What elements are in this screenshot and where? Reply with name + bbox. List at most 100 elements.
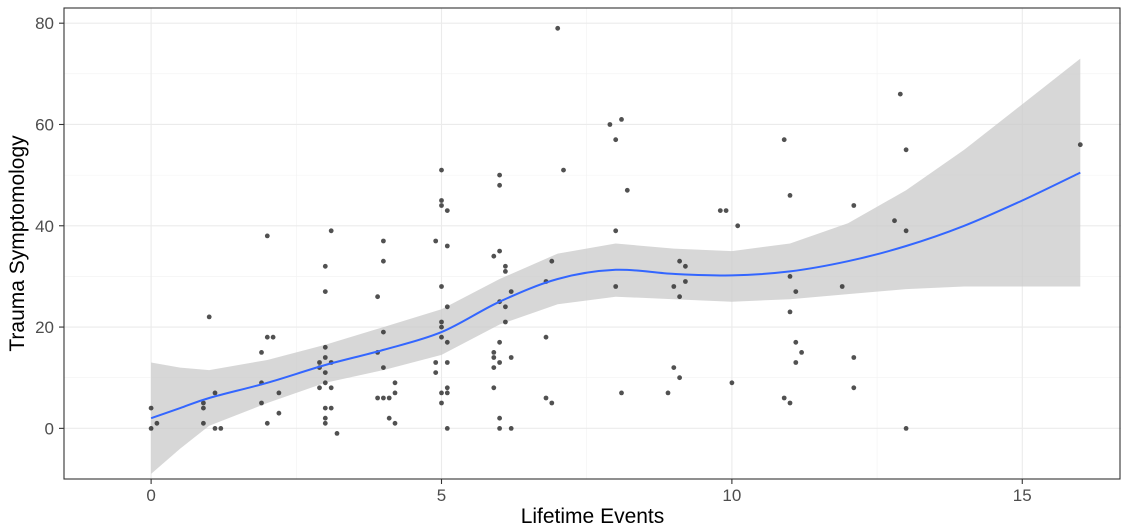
confidence-band-layer	[151, 58, 1081, 474]
scatter-point	[444, 385, 450, 391]
scatter-point	[322, 344, 328, 350]
scatter-point	[543, 334, 549, 340]
scatter-point	[433, 238, 439, 244]
scatter-point	[897, 91, 903, 97]
scatter-point	[508, 289, 514, 294]
scatter-point	[212, 390, 218, 396]
scatter-point	[619, 117, 624, 122]
scatter-point	[677, 294, 682, 300]
y-tick-label: 80	[35, 14, 54, 33]
scatter-point	[491, 385, 497, 391]
scatter-point	[201, 420, 206, 426]
scatter-point	[781, 137, 787, 143]
scatter-point	[386, 415, 392, 421]
scatter-point	[787, 309, 793, 315]
scatter-point	[259, 400, 264, 406]
scatter-point	[683, 263, 688, 269]
scatter-point	[328, 228, 334, 234]
scatter-point	[497, 339, 502, 345]
scatter-point	[851, 355, 857, 360]
scatter-point	[508, 426, 514, 431]
y-tick-label: 60	[35, 115, 54, 134]
scatter-point	[439, 334, 444, 340]
scatter-point	[322, 370, 328, 375]
scatter-point	[201, 405, 206, 411]
scatter-point	[717, 208, 723, 214]
scatter-point	[439, 167, 444, 173]
y-tick-label: 40	[35, 217, 54, 236]
scatter-point	[375, 294, 380, 300]
scatter-point	[491, 253, 497, 259]
scatter-point	[381, 365, 386, 370]
scatter-point	[322, 355, 328, 360]
scatter-point	[259, 350, 264, 355]
scatter-point	[381, 238, 386, 244]
x-axis-title: Lifetime Events	[521, 505, 665, 528]
scatter-point	[793, 339, 799, 345]
scatter-point	[444, 390, 450, 396]
scatter-point	[781, 395, 787, 401]
y-tick-label: 20	[35, 318, 54, 337]
scatter-point	[723, 208, 729, 214]
scatter-point	[444, 426, 450, 431]
scatter-point	[392, 420, 398, 426]
scatter-point	[735, 223, 741, 229]
scatter-point	[729, 380, 735, 386]
scatter-point	[787, 400, 793, 406]
scatter-point	[148, 405, 154, 411]
scatter-point	[444, 304, 450, 310]
scatter-point	[317, 385, 322, 391]
scatter-point	[683, 279, 688, 284]
scatter-point	[787, 274, 793, 279]
scatter-point	[201, 400, 206, 406]
scatter-point	[508, 355, 514, 360]
scatter-point	[392, 390, 398, 396]
scatter-point	[212, 426, 218, 431]
scatter-point	[276, 410, 282, 416]
scatter-point	[264, 233, 270, 239]
scatter-point	[148, 426, 154, 431]
scatter-point	[787, 193, 793, 198]
scatter-point	[491, 355, 497, 360]
scatter-point	[328, 385, 334, 391]
scatter-point	[613, 284, 619, 289]
x-tick-label: 5	[437, 486, 446, 505]
scatter-point	[619, 390, 624, 396]
x-tick-label: 0	[146, 486, 155, 505]
scatter-point	[903, 228, 909, 234]
scatter-point	[503, 304, 508, 310]
scatter-point	[839, 284, 845, 289]
y-axis-title: Trauma Symptomology	[6, 135, 29, 352]
scatter-point	[561, 167, 566, 173]
scatter-point	[503, 319, 508, 325]
scatter-point	[613, 137, 619, 143]
scatter-point	[503, 269, 508, 274]
scatter-point	[433, 370, 439, 375]
scatter-point	[503, 263, 508, 269]
scatter-point	[439, 203, 444, 208]
scatter-point	[677, 258, 682, 264]
scatter-point	[892, 218, 897, 224]
scatter-point	[154, 420, 160, 426]
scatter-point	[439, 198, 444, 203]
scatter-point	[671, 284, 677, 289]
scatter-point	[386, 395, 392, 401]
scatter-point	[665, 390, 671, 396]
scatter-point	[439, 400, 444, 406]
scatter-point	[392, 380, 398, 386]
scatter-point	[264, 334, 270, 340]
confidence-band	[151, 58, 1081, 474]
axis-ticks: 0 5 10 15 0 20 40 60 80	[35, 14, 1032, 505]
scatter-point	[439, 324, 444, 330]
scatter-point	[444, 208, 450, 214]
scatter-point	[270, 334, 276, 340]
smooth-line	[150, 171, 1081, 420]
scatter-point	[799, 350, 804, 355]
x-tick-label: 10	[722, 486, 741, 505]
scatter-point	[555, 25, 561, 31]
scatter-point	[439, 390, 444, 396]
scatter-point	[322, 415, 328, 421]
scatter-point	[381, 329, 386, 335]
scatter-point	[497, 426, 502, 431]
scatter-point	[1077, 142, 1083, 148]
